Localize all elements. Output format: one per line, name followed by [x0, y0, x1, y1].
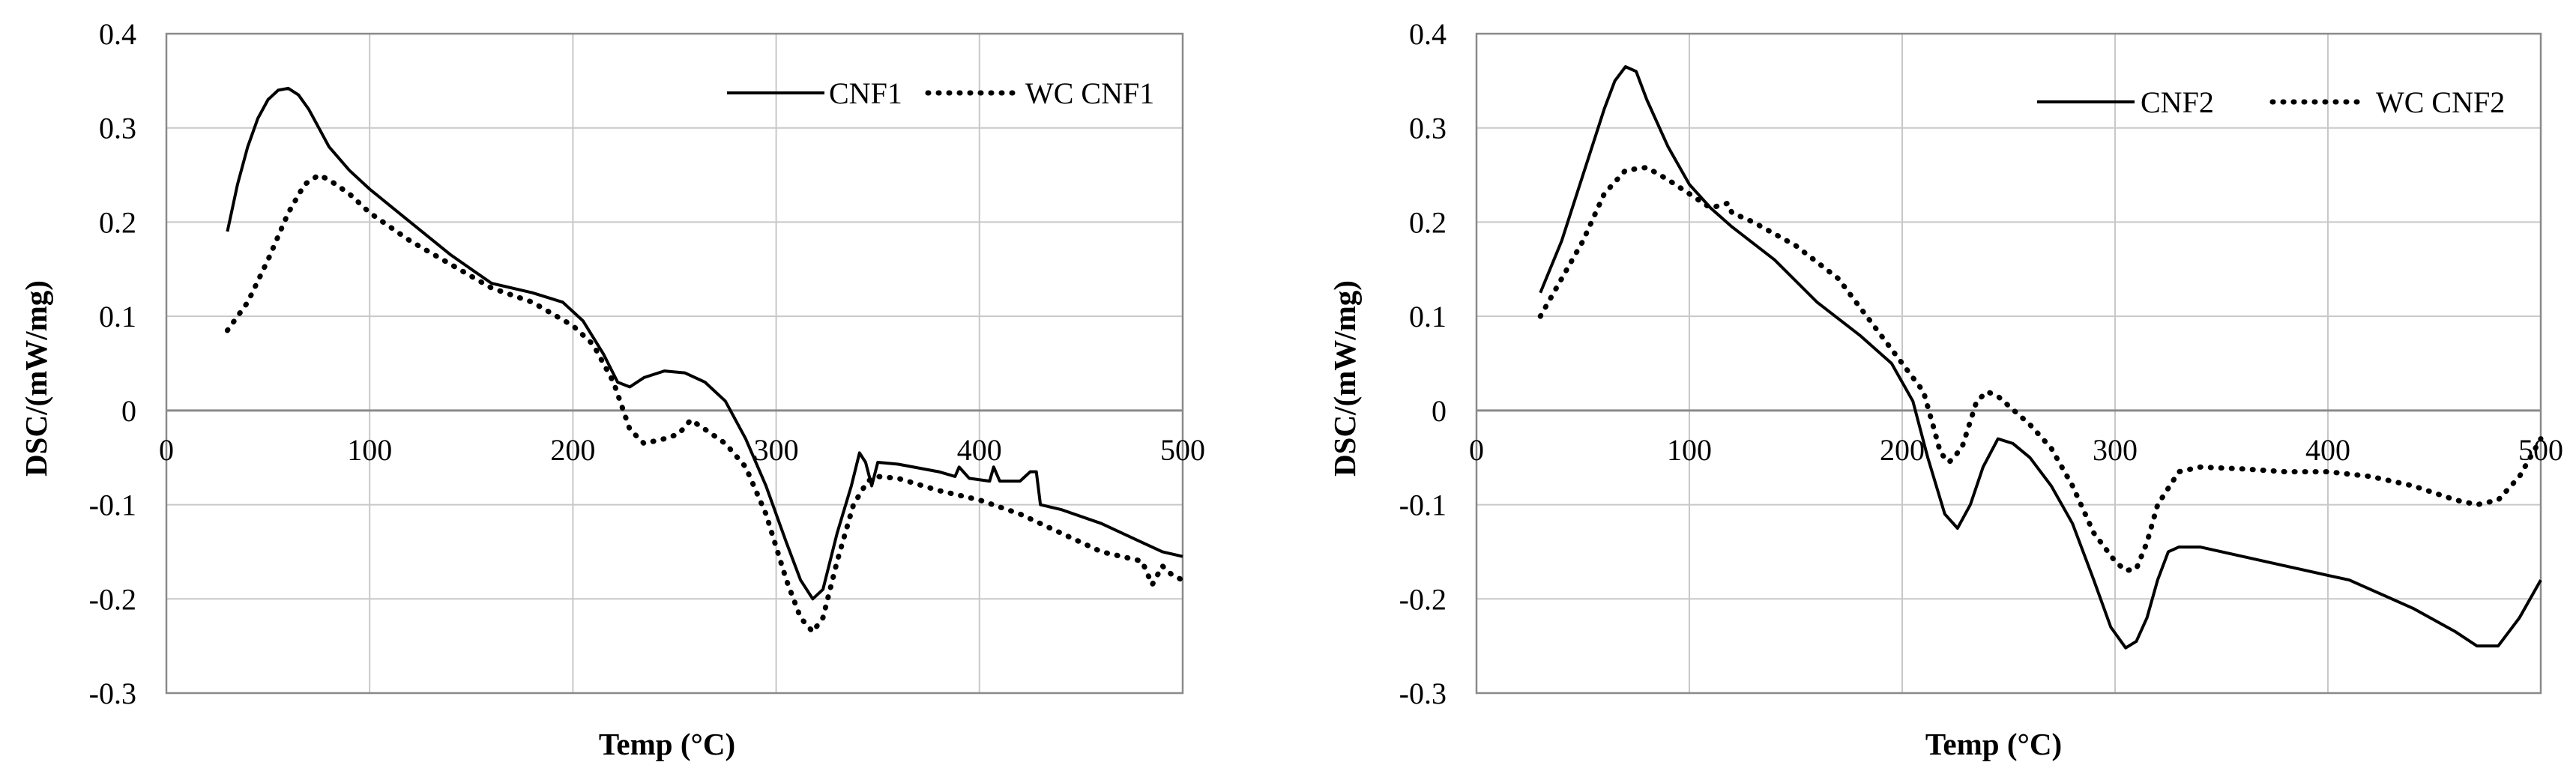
legend: CNF1 WC CNF1 — [727, 76, 1154, 110]
x-tick-label: 0 — [1469, 433, 1484, 467]
y-axis-title: DSC/(mW/mg) — [1327, 280, 1362, 477]
series-lines — [1537, 65, 2544, 650]
y-tick-label: -0.3 — [89, 677, 136, 710]
grid-lines — [1476, 34, 2541, 693]
y-tick-label: 0.1 — [99, 300, 136, 333]
x-axis-title: Temp (°C) — [599, 727, 735, 761]
x-tick-label: 200 — [550, 433, 595, 467]
x-tick-label: 400 — [2305, 433, 2350, 467]
y-tick-label: -0.2 — [89, 582, 136, 616]
x-tick-label: 400 — [957, 433, 1002, 467]
y-tick-label: -0.1 — [1399, 489, 1447, 522]
plot-border — [1475, 32, 2542, 695]
y-tick-label: 0.4 — [1409, 17, 1447, 51]
tick-labels: -0.3 -0.2 -0.1 0 0.1 0.2 0.3 0.4 0 100 200 300 400 50… — [1399, 17, 2563, 710]
y-tick-label: 0.2 — [99, 205, 136, 239]
chart-panel-cnf2: -0.3 -0.2 -0.1 0 0.1 0.2 0.3 0.4 0 100 200 300 400 50… — [1327, 17, 2563, 761]
y-tick-label: 0 — [1432, 394, 1447, 428]
series-line-wc-cnf1 — [224, 172, 1186, 635]
y-tick-label: -0.3 — [1399, 677, 1447, 710]
x-tick-label: 500 — [2518, 433, 2563, 467]
y-tick-label: 0.3 — [1409, 112, 1447, 145]
series-line-cnf1 — [226, 86, 1183, 601]
x-tick-label: 0 — [159, 433, 174, 467]
plot-area-frame — [165, 32, 1184, 695]
grid-lines — [166, 34, 1183, 693]
x-tick-label: 500 — [1160, 433, 1205, 467]
x-tick-label: 100 — [347, 433, 392, 467]
x-tick-label: 200 — [1880, 433, 1925, 467]
y-tick-label: 0.2 — [1409, 205, 1447, 239]
y-tick-label: -0.2 — [1399, 582, 1447, 616]
legend-label-cnf1: CNF1 — [829, 76, 902, 110]
legend-label-cnf2: CNF2 — [2141, 85, 2214, 119]
tick-labels: -0.3 -0.2 -0.1 0 0.1 0.2 0.3 0.4 0 100 200 300 400 50… — [89, 17, 1205, 710]
series-line-wc-cnf2 — [1537, 165, 2544, 574]
y-tick-label: 0.1 — [1409, 300, 1447, 333]
series-line-cnf2 — [1539, 65, 2542, 650]
y-tick-label: -0.1 — [89, 489, 136, 522]
legend: CNF2 WC CNF2 — [2037, 85, 2505, 119]
y-tick-label: 0.4 — [99, 17, 136, 51]
x-axis-title: Temp (°C) — [1925, 727, 2062, 761]
chart-panel-cnf1: -0.3 -0.2 -0.1 0 0.1 0.2 0.3 0.4 0 100 200 300 400 50… — [19, 17, 1205, 761]
x-tick-label: 100 — [1667, 433, 1712, 467]
series-lines — [224, 86, 1186, 635]
x-tick-label: 300 — [2093, 433, 2138, 467]
plot-area-frame — [1475, 32, 2542, 695]
legend-label-wc-cnf2: WC CNF2 — [2376, 85, 2505, 119]
x-tick-label: 300 — [754, 433, 799, 467]
y-tick-label: 0 — [121, 394, 136, 428]
plot-border — [165, 32, 1184, 695]
legend-label-wc-cnf1: WC CNF1 — [1025, 76, 1154, 110]
y-tick-label: 0.3 — [99, 112, 136, 145]
y-axis-title: DSC/(mW/mg) — [19, 280, 53, 477]
